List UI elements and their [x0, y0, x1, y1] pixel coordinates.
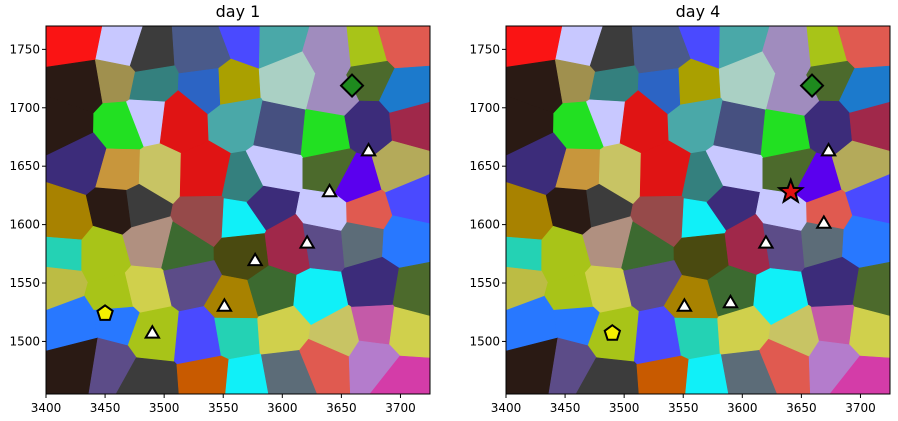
triangle-marker	[815, 214, 833, 229]
y-tick-label: 1700	[9, 101, 40, 115]
y-tick-label: 1650	[469, 159, 500, 173]
segment-cell	[674, 317, 721, 360]
pentagon-marker	[603, 324, 622, 341]
x-tick-label: 3600	[727, 401, 758, 415]
triangle-marker	[360, 142, 377, 157]
markers	[96, 73, 377, 339]
segment-cell	[389, 306, 430, 359]
diamond-marker	[339, 73, 365, 98]
markers	[603, 73, 837, 341]
y-tick-label: 1700	[469, 101, 500, 115]
segment-cell	[214, 317, 261, 360]
panel-day-4: day 4 3400 3450 3500 3550 3600 3650 3700 15001…	[469, 2, 891, 415]
x-tick-label: 3650	[326, 401, 357, 415]
x-tick-label: 3450	[90, 401, 121, 415]
segment-cell	[829, 355, 890, 394]
segment-cell	[46, 236, 83, 272]
segment-cell	[841, 215, 890, 269]
panel-day-1: day 1 3400 3450 3500 3550 3600 3650 3700 15001…	[9, 2, 431, 415]
segment-map	[506, 26, 890, 394]
segment-map	[46, 26, 430, 394]
triangle-marker	[820, 142, 837, 157]
segment-cell	[369, 355, 430, 394]
y-tick-label: 1650	[9, 159, 40, 173]
x-tick-label: 3450	[550, 401, 581, 415]
segment-cell	[506, 236, 543, 272]
x-axis: 3400 3450 3500 3550 3600 3650 3700	[31, 394, 416, 415]
triangle-marker	[216, 297, 233, 312]
y-axis: 1500 1550 1600 1650 1700 1750	[469, 42, 506, 348]
y-axis: 1500 1550 1600 1650 1700 1750	[9, 42, 46, 348]
panel-title: day 4	[676, 2, 721, 21]
diamond-marker	[799, 73, 825, 98]
triangle-marker	[298, 234, 316, 249]
x-tick-label: 3650	[786, 401, 817, 415]
y-tick-label: 1500	[9, 334, 40, 348]
pentagon-marker	[96, 304, 114, 321]
segment-cell	[381, 215, 430, 269]
x-tick-label: 3400	[31, 401, 62, 415]
x-tick-label: 3550	[208, 401, 239, 415]
x-tick-label: 3700	[385, 401, 416, 415]
triangle-marker	[143, 324, 161, 339]
y-tick-label: 1750	[469, 42, 500, 56]
x-tick-label: 3550	[668, 401, 699, 415]
x-tick-label: 3400	[491, 401, 522, 415]
triangle-marker	[676, 297, 693, 312]
x-tick-label: 3500	[609, 401, 640, 415]
x-axis: 3400 3450 3500 3550 3600 3650 3700	[491, 394, 876, 415]
y-tick-label: 1500	[469, 334, 500, 348]
y-tick-label: 1600	[469, 218, 500, 232]
x-tick-label: 3500	[149, 401, 180, 415]
y-tick-label: 1550	[9, 276, 40, 290]
triangle-marker	[757, 234, 775, 249]
x-tick-label: 3700	[845, 401, 876, 415]
plot-frame	[45, 25, 431, 395]
panel-title: day 1	[216, 2, 261, 21]
x-tick-label: 3600	[267, 401, 298, 415]
segment-cell	[849, 306, 890, 359]
star-marker	[776, 177, 805, 204]
y-tick-label: 1550	[469, 276, 500, 290]
plot-frame	[505, 25, 891, 395]
triangle-marker	[246, 251, 264, 267]
y-tick-label: 1600	[9, 218, 40, 232]
triangle-marker	[321, 182, 338, 198]
y-tick-label: 1750	[9, 42, 40, 56]
triangle-marker	[722, 293, 739, 309]
